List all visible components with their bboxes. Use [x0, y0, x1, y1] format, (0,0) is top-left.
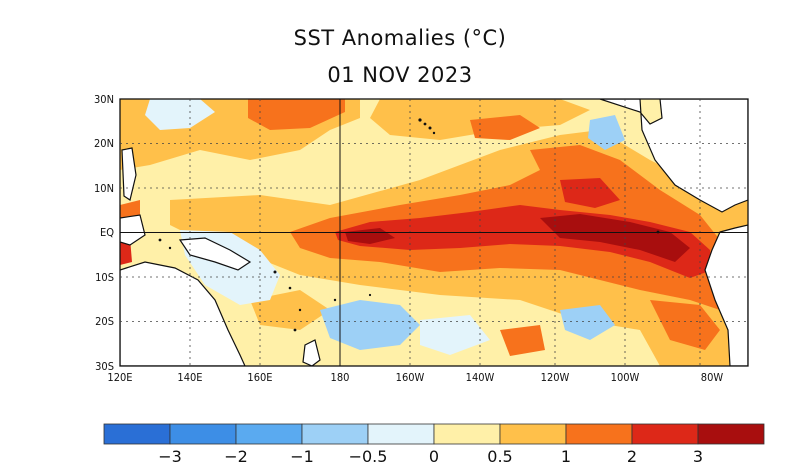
colorbar-swatch	[169, 423, 237, 445]
lat-label: 30S	[95, 360, 114, 373]
anomaly-region-cool	[560, 305, 615, 340]
colorbar-swatch	[367, 423, 435, 445]
lon-label: 160E	[247, 371, 272, 384]
colorbar-swatch	[499, 423, 567, 445]
colorbar: −3 −2 −1 −0.5 0 0.5 1 2 3	[103, 423, 765, 466]
colorbar-label: 0.5	[487, 447, 512, 466]
land-north-america	[599, 99, 748, 213]
lon-label: 100W	[611, 371, 640, 384]
lon-label: 120E	[107, 371, 132, 384]
colorbar-label: 2	[627, 447, 637, 466]
longitude-axis: 120E 140E 160E 180 160W 140W 120W 100W 8…	[107, 371, 723, 384]
colorbar-label: −1	[290, 447, 314, 466]
land-new-guinea	[178, 237, 252, 271]
lon-label: 80W	[701, 371, 724, 384]
land-australia	[120, 261, 246, 366]
latitude-axis: 30N 20N 10N EQ 10S 20S 30S	[94, 93, 114, 373]
colorbar-label: 1	[561, 447, 571, 466]
land-philippines	[121, 147, 137, 201]
anomaly-region-1-2	[500, 325, 545, 356]
colorbar-label: 3	[693, 447, 703, 466]
anomaly-region-cool	[420, 315, 490, 355]
colorbar-swatch	[103, 423, 171, 445]
colorbar-swatch	[697, 423, 765, 445]
colorbar-swatch	[433, 423, 501, 445]
anomaly-region-2-3	[560, 178, 620, 208]
anomaly-region-cool	[145, 99, 215, 130]
land-new-zealand	[302, 339, 321, 366]
anomaly-region-1-2	[248, 99, 345, 130]
anomaly-region-cool	[588, 115, 625, 150]
anomaly-region-gt3	[540, 214, 690, 262]
colorbar-swatch	[565, 423, 633, 445]
lon-label: 180	[331, 371, 350, 384]
colorbar-label: 0	[429, 447, 439, 466]
land-borneo	[120, 214, 146, 246]
anomaly-region-1-2	[470, 115, 540, 140]
map-title: SST Anomalies (°C)	[293, 26, 507, 50]
lat-label: 20N	[94, 137, 114, 150]
lat-label: EQ	[100, 226, 114, 239]
colorbar-label: −3	[158, 447, 182, 466]
lon-label: 140W	[466, 371, 495, 384]
colorbar-swatch	[631, 423, 699, 445]
anomaly-region-cool	[320, 300, 420, 350]
colorbar-label: −0.5	[349, 447, 388, 466]
land-south-america	[704, 224, 748, 366]
anomaly-region-1-2	[650, 300, 720, 350]
lon-label: 140E	[177, 371, 202, 384]
lat-label: 10S	[95, 271, 114, 284]
lat-label: 10N	[94, 182, 114, 195]
colorbar-swatch	[301, 423, 369, 445]
lon-label: 160W	[396, 371, 425, 384]
map-date: 01 NOV 2023	[327, 63, 473, 87]
lat-label: 30N	[94, 93, 114, 106]
colorbar-label: −2	[224, 447, 248, 466]
lat-label: 20S	[95, 315, 114, 328]
lon-label: 120W	[541, 371, 570, 384]
colorbar-swatch	[235, 423, 303, 445]
pacific-islands	[158, 118, 660, 332]
